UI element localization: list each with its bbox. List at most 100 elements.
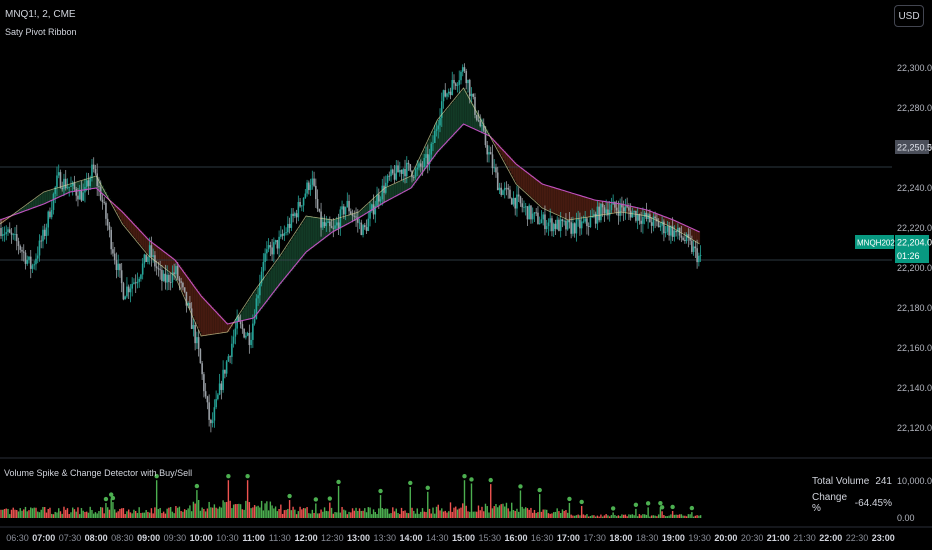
ribbon-segment <box>213 309 216 335</box>
volume-bar <box>196 490 198 518</box>
volume-bar <box>635 508 637 518</box>
currency-button[interactable]: USD <box>894 5 924 27</box>
ribbon-segment <box>131 221 134 235</box>
volume-bar <box>322 511 324 518</box>
volume-bar <box>430 513 432 518</box>
volume-bar <box>642 514 644 518</box>
ribbon-segment <box>575 194 578 219</box>
ribbon-segment <box>360 210 363 217</box>
volume-bar <box>131 513 133 518</box>
volume-bar <box>12 507 14 518</box>
volume-bar <box>206 508 209 518</box>
ribbon-segment <box>638 208 641 215</box>
candle-body <box>516 194 518 209</box>
candle-body <box>262 261 265 272</box>
volume-bar <box>537 512 539 518</box>
volume-bar <box>65 509 67 518</box>
ribbon-segment <box>285 248 288 278</box>
volume-bar <box>218 506 221 518</box>
stat-label: Change % <box>812 492 848 514</box>
candle-body <box>614 201 616 208</box>
price-tick-label: 22,180.00 <box>897 303 932 313</box>
volume-bar <box>358 508 361 518</box>
candle-body <box>440 101 443 118</box>
volume-bar <box>621 514 623 518</box>
ribbon-segment <box>166 253 169 270</box>
ribbon-segment <box>171 257 174 274</box>
candle-body <box>54 187 57 194</box>
candle-body <box>537 212 539 224</box>
time-tick-label: 22:30 <box>846 533 869 543</box>
volume-bar <box>491 508 494 518</box>
ribbon-segment <box>272 265 276 294</box>
volume-bar <box>126 511 128 518</box>
ribbon-segment <box>90 177 94 189</box>
candle-body <box>306 182 308 194</box>
time-tick-label: 14:30 <box>426 533 449 543</box>
volume-bar <box>516 508 518 518</box>
candle-body <box>126 286 128 297</box>
volume-bar <box>37 511 39 518</box>
candle-body <box>127 286 130 293</box>
ribbon-segment <box>664 216 667 224</box>
candle-body <box>608 210 611 216</box>
candle-body <box>194 325 196 344</box>
volume-bar <box>260 500 263 518</box>
candle-body <box>203 374 205 392</box>
candle-body <box>61 187 64 190</box>
volume-bar <box>224 502 226 518</box>
volume-bar <box>413 510 415 518</box>
ribbon-segment <box>697 231 701 243</box>
candle-body <box>524 206 527 208</box>
volume-bar <box>346 514 349 518</box>
volume-bar <box>650 515 653 518</box>
ribbon-segment <box>43 192 46 204</box>
ribbon-segment <box>503 150 506 162</box>
indicator-legend[interactable]: Saty Pivot Ribbon <box>5 27 77 37</box>
ribbon-segment <box>554 187 557 214</box>
volume-bar <box>199 510 202 518</box>
volume-bar <box>670 514 672 518</box>
volume-bar <box>353 510 356 518</box>
volume-bar <box>682 515 684 518</box>
volume-bar <box>448 511 450 518</box>
ribbon-segment <box>160 249 164 266</box>
candle-body <box>110 229 112 250</box>
ribbon-segment <box>94 176 97 189</box>
volume-bar <box>281 513 284 518</box>
volume-bar <box>511 502 513 518</box>
volume-bar <box>159 507 161 518</box>
symbol-legend[interactable]: MNQ1!, 2, CME <box>5 9 76 20</box>
ribbon-segment <box>316 217 319 244</box>
volume-bar <box>154 507 156 518</box>
candle-body <box>211 420 214 424</box>
volume-bar <box>19 508 21 518</box>
volume-bar <box>73 509 76 518</box>
candle-body <box>400 169 403 174</box>
volume-pane-title[interactable]: Volume Spike & Change Detector with Buy/… <box>4 468 193 478</box>
ribbon-segment <box>195 288 199 324</box>
volume-bar <box>470 483 473 518</box>
candle-body <box>668 225 670 236</box>
ribbon-segment <box>346 215 349 225</box>
candle-body <box>437 125 440 130</box>
ribbon-segment <box>444 111 447 145</box>
ribbon-segment <box>24 206 27 212</box>
volume-bars <box>0 474 702 518</box>
ema-lines <box>0 87 700 337</box>
candle-body <box>234 328 237 337</box>
time-tick-label: 16:00 <box>504 533 527 543</box>
ribbon-segment <box>113 204 116 208</box>
volume-bar <box>371 514 373 518</box>
candle-body <box>47 211 50 228</box>
volume-bar <box>420 511 422 518</box>
ribbon-segment <box>468 97 471 127</box>
volume-bar <box>180 511 182 518</box>
candle-body <box>481 125 483 127</box>
candle-body <box>510 198 513 205</box>
candle-body <box>171 272 174 283</box>
candle-body <box>68 186 71 188</box>
volume-bar <box>357 510 359 518</box>
candle-body <box>404 169 406 177</box>
